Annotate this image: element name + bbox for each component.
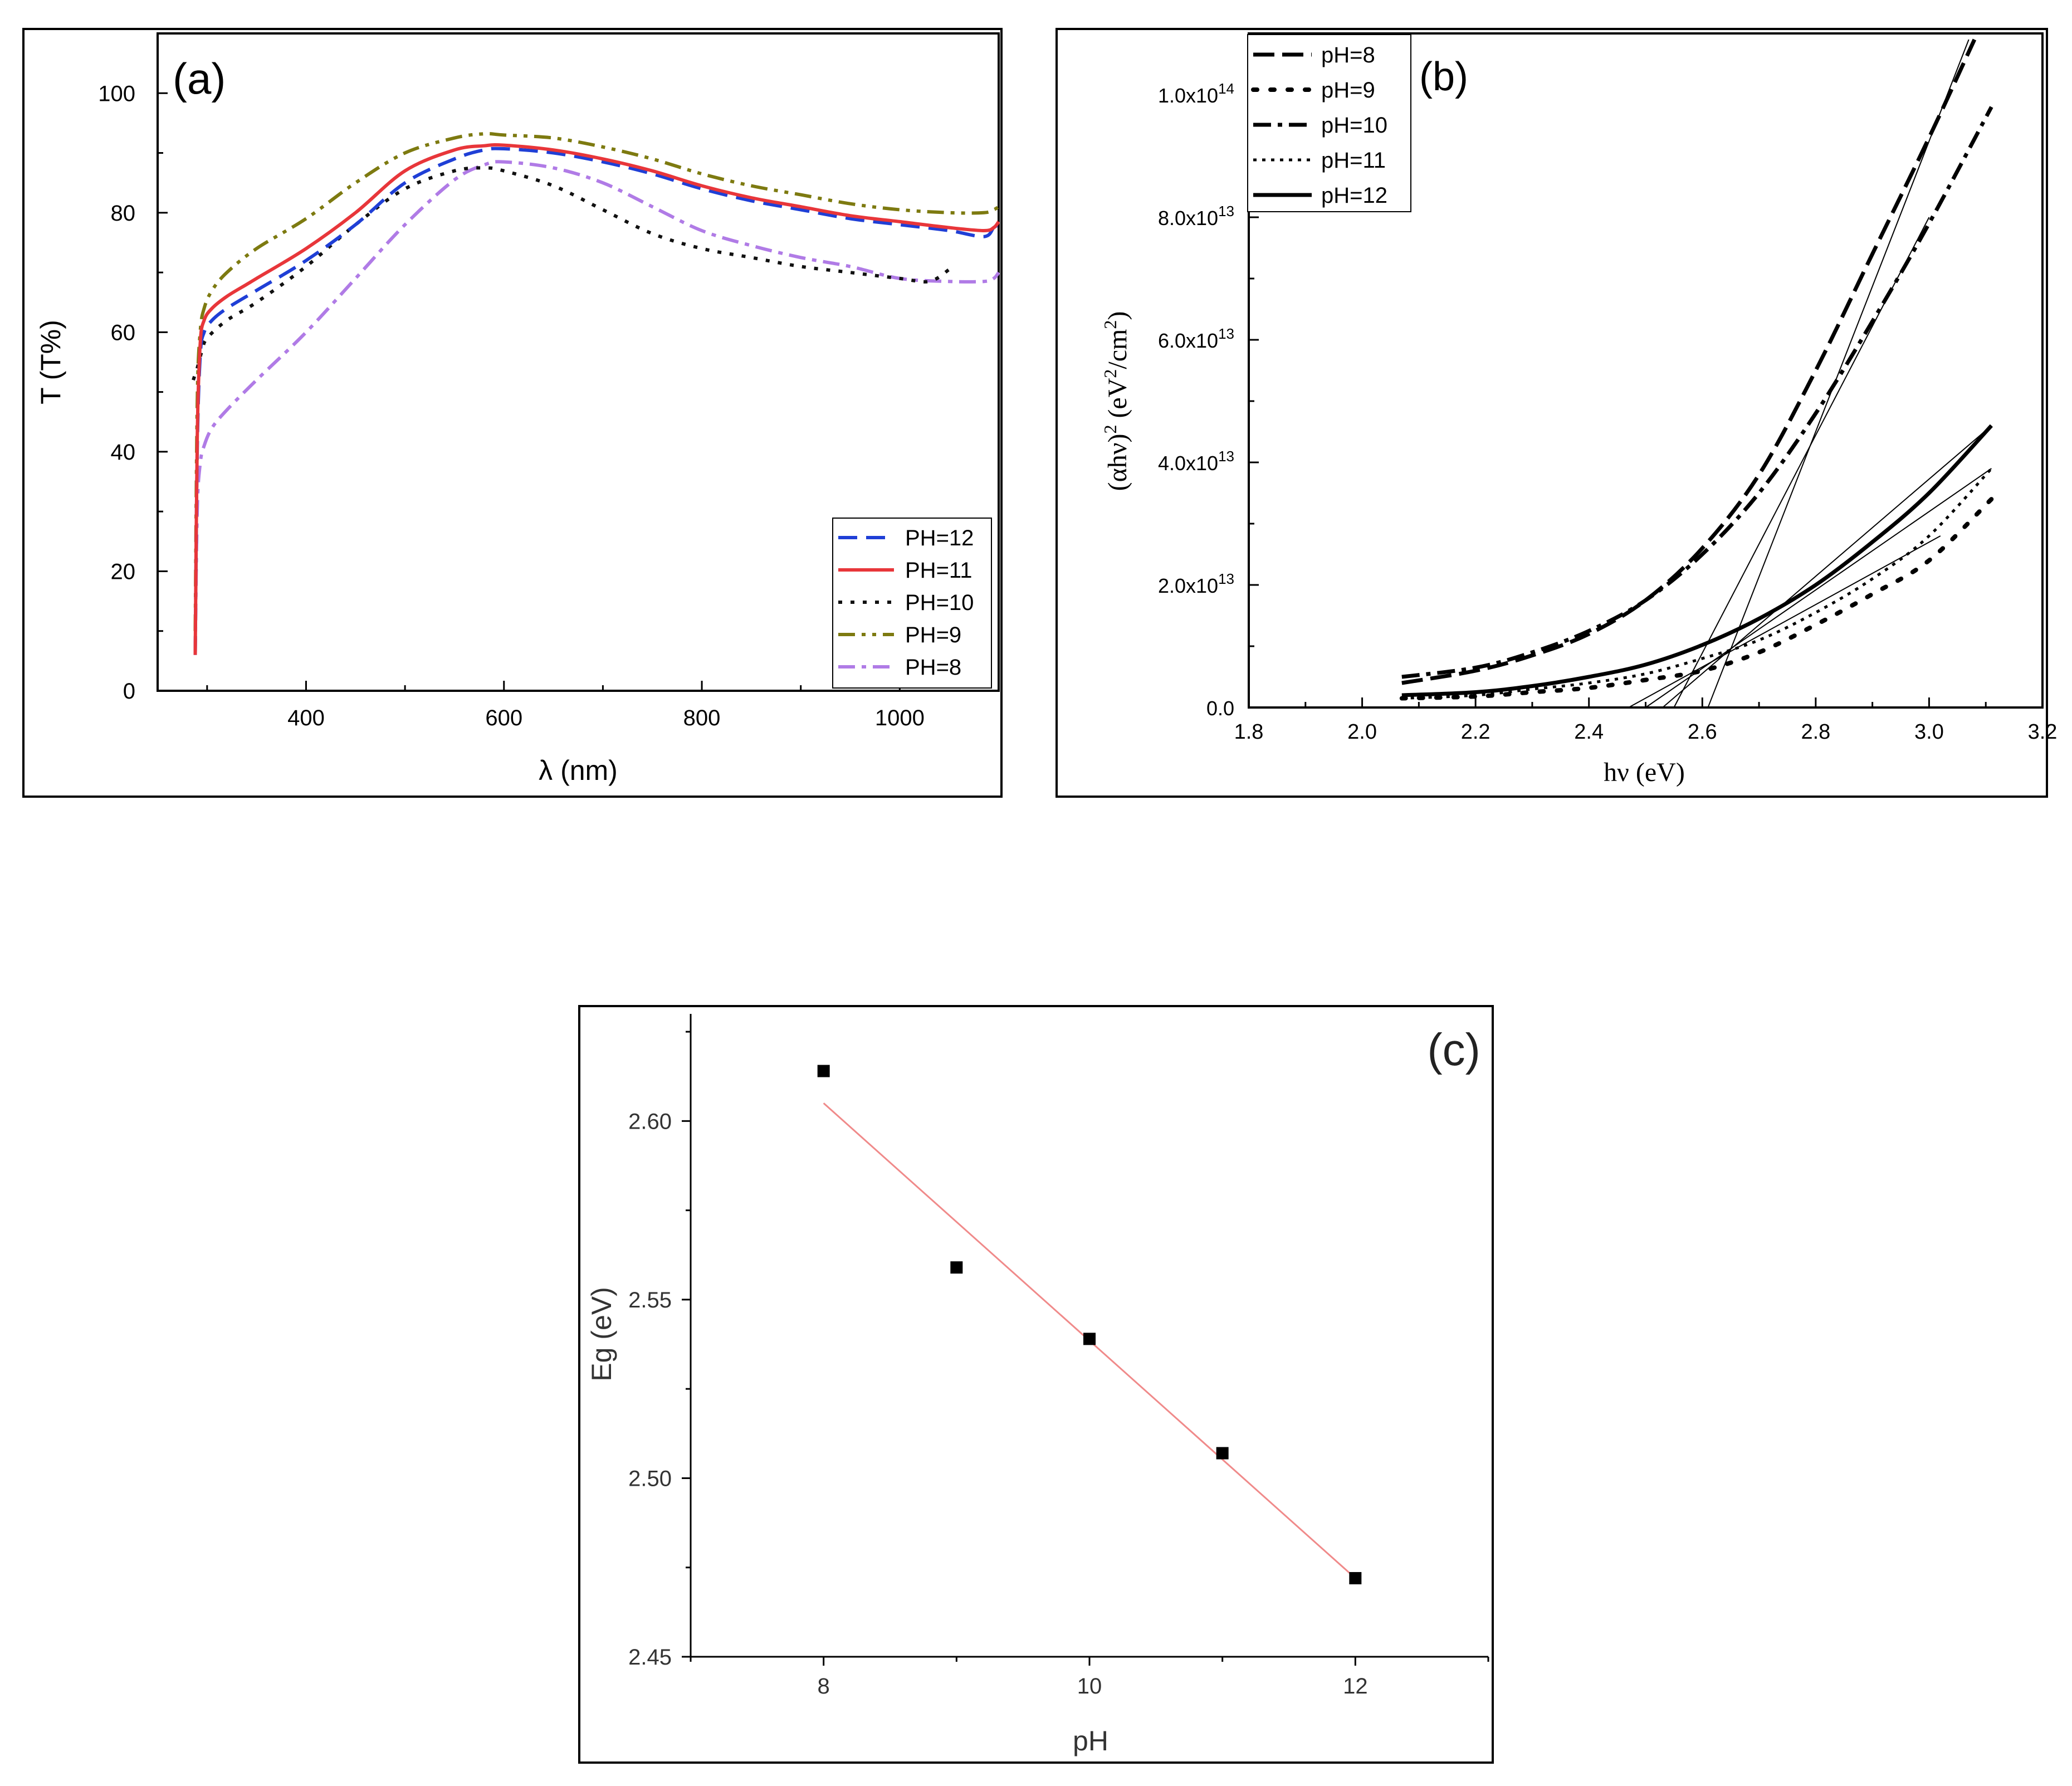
panel-a-series-ph-10	[192, 166, 950, 381]
panel-a-xtick-label: 400	[287, 706, 325, 730]
panel-a-label: (a)	[173, 54, 226, 103]
panel-a-legend-entry: PH=9	[905, 623, 961, 647]
panel-c-xtick-label: 10	[1077, 1674, 1102, 1699]
panel-b-xtick-label: 1.8	[1234, 720, 1264, 744]
panel-a-series-ph-8	[193, 160, 1000, 655]
panel-c-point	[817, 1065, 830, 1077]
panel-b-legend-box	[1247, 34, 1411, 212]
panel-c-ytick-label: 2.55	[628, 1288, 672, 1312]
panel-b-xtick-label: 2.4	[1574, 720, 1604, 744]
panel-c-ytick-label: 2.50	[628, 1466, 672, 1491]
panel-b-label: (b)	[1419, 55, 1468, 99]
panel-a-plot-area	[157, 32, 1000, 692]
panel-b-xtick-label: 3.2	[2028, 720, 2058, 744]
panel-a-legend-entry: PH=12	[905, 526, 974, 550]
panel-b-fit-line	[1662, 425, 1992, 708]
panel-a-ytick-label: 40	[111, 440, 136, 465]
panel-a-legend-entry: PH=10	[905, 591, 974, 615]
panel-a-series-ph-12	[193, 147, 1000, 655]
panel-b: 1.8 2.0 2.2 2.4 2.6 2.8 3.0 3.2 0.0 2.0x1013 4.0x1…	[1055, 28, 2058, 798]
panel-a-legend-box	[832, 518, 992, 689]
panel-a-ytick-label: 80	[111, 201, 136, 226]
panel-c-point	[1083, 1333, 1096, 1345]
panel-b-series-ph-11	[1401, 467, 1993, 700]
panel-b-series-ph-9	[1399, 497, 1994, 701]
panel-c: 8 10 12 2.45 2.50 2.55 2.60 (c) pH Eg (eV)	[578, 1005, 1494, 1764]
panel-b-xtick-label: 2.2	[1461, 720, 1491, 744]
panel-c-label: (c)	[1427, 1024, 1480, 1075]
panel-b-xlabel: hν (eV)	[1604, 758, 1685, 787]
panel-b-fit-lines	[1628, 39, 1992, 708]
panel-b-ylabel: (αhν)2 (eV2/cm2)	[1100, 311, 1132, 491]
panel-b-ytick-label: 1.0x1014	[1158, 80, 1234, 107]
panel-b-ytick-label: 4.0x1013	[1158, 448, 1234, 475]
panel-a-ytick-label: 0	[123, 679, 135, 704]
panel-a-legend-entry: PH=11	[905, 558, 972, 583]
panel-b-xtick-label: 3.0	[1914, 720, 1944, 744]
panel-b-series-ph-10	[1401, 106, 1993, 679]
panel-c-ytick-label: 2.45	[628, 1645, 672, 1670]
panel-a-series-ph-9	[193, 131, 1000, 631]
panel-b-legend-entry: pH=8	[1321, 43, 1375, 67]
panel-a-axis-ticks: 400 600 800 1000 0 20 40 60 80 100	[98, 32, 1000, 730]
panel-a-ytick-label: 60	[111, 320, 136, 345]
panel-a-series-ph-11	[193, 143, 1000, 655]
panel-c-ylabel: Eg (eV)	[586, 1287, 617, 1382]
panel-b-ytick-label: 0.0	[1206, 697, 1234, 720]
panel-a-ytick-label: 20	[111, 559, 136, 584]
panel-c-points-group	[817, 1065, 1362, 1584]
panel-c-frame	[578, 1005, 1494, 1764]
panel-a-xtick-label: 1000	[875, 706, 925, 730]
panel-b-series-group	[1399, 38, 1994, 701]
panel-c-point	[950, 1261, 963, 1274]
panel-b-ytick-label: 8.0x1013	[1158, 203, 1234, 230]
panel-b-fit-line	[1645, 468, 1992, 708]
panel-b-legend-entry: pH=11	[1321, 148, 1386, 173]
panel-b-fit-line	[1628, 535, 1941, 708]
panel-b-legend: pH=8 pH=9 pH=10 pH=11 pH=12	[1247, 34, 1411, 212]
panel-a-ytick-label: 100	[98, 81, 135, 106]
panel-b-frame	[1055, 28, 2048, 798]
panel-c-axis-ticks: 8 10 12 2.45 2.50 2.55 2.60	[628, 1031, 1489, 1699]
panel-b-legend-entry: pH=12	[1321, 183, 1387, 208]
panel-c-xtick-label: 8	[818, 1674, 830, 1699]
panel-a-xlabel: λ (nm)	[539, 755, 618, 786]
panel-a-frame	[22, 28, 1003, 798]
panel-a-legend: PH=12 PH=11 PH=10 PH=9 PH=8	[832, 518, 992, 689]
panel-b-xtick-label: 2.0	[1347, 720, 1377, 744]
panel-b-ytick-label: 6.0x1013	[1158, 325, 1234, 352]
panel-b-ytick-label: 2.0x1013	[1158, 570, 1234, 597]
panel-a-xtick-label: 800	[683, 706, 721, 730]
panel-a-legend-entry: PH=8	[905, 655, 961, 680]
panel-a-series-group	[192, 131, 1000, 655]
panel-b-series-ph-12	[1401, 424, 1993, 697]
panel-a: 400 600 800 1000 0 20 40 60 80 100 (a) λ (nm) T (…	[22, 28, 1003, 798]
panel-a-xtick-label: 600	[485, 706, 522, 730]
panel-b-fit-line	[1707, 39, 1970, 708]
panel-c-xlabel: pH	[1073, 1725, 1108, 1756]
panel-b-legend-entry: pH=10	[1321, 113, 1387, 138]
panel-b-series-ph-8	[1401, 38, 1977, 685]
panel-c-point	[1216, 1447, 1229, 1460]
panel-a-ylabel: T (T%)	[35, 320, 66, 404]
panel-b-legend-entry: pH=9	[1321, 78, 1375, 103]
panel-b-xtick-label: 2.6	[1688, 720, 1717, 744]
panel-b-xtick-label: 2.8	[1801, 720, 1830, 744]
panel-c-xtick-label: 12	[1343, 1674, 1368, 1699]
panel-c-ytick-label: 2.60	[628, 1109, 672, 1134]
panel-c-point	[1349, 1572, 1362, 1584]
